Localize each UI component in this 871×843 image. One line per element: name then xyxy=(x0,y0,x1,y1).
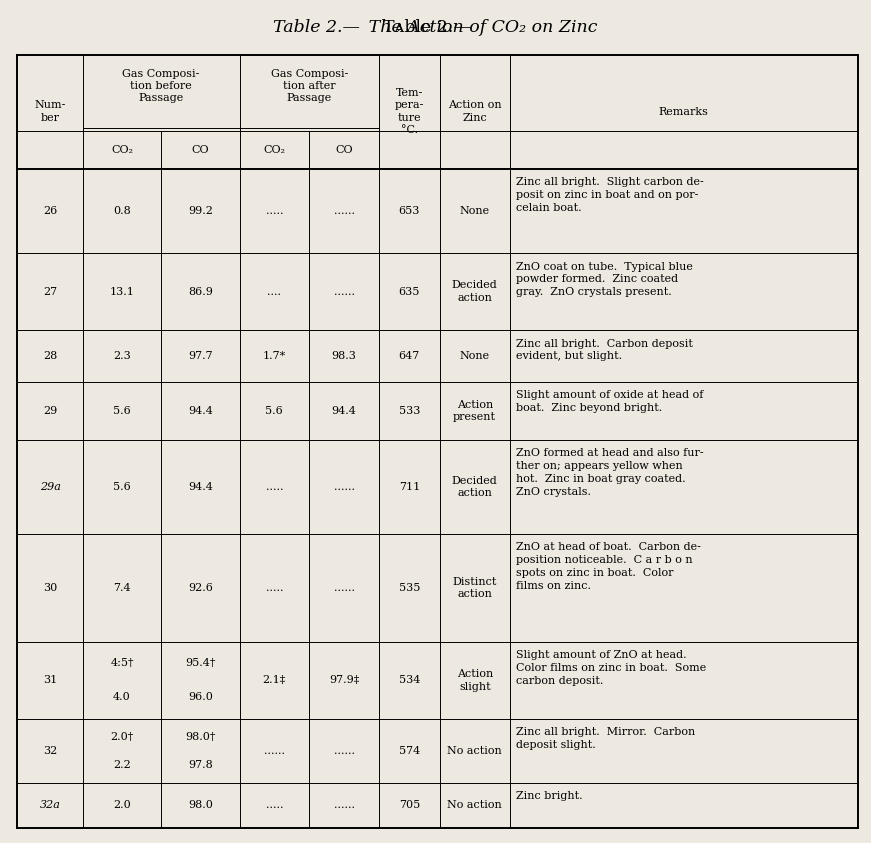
Text: Slight amount of ZnO at head.
Color films on zinc in boat.  Some
carbon deposit.: Slight amount of ZnO at head. Color film… xyxy=(516,650,706,686)
Text: ZnO coat on tube.  Typical blue
powder formed.  Zinc coated
gray.  ZnO crystals : ZnO coat on tube. Typical blue powder fo… xyxy=(516,261,692,297)
Text: 98.3: 98.3 xyxy=(332,351,356,361)
Text: 97.9‡: 97.9‡ xyxy=(329,675,359,685)
Text: Action
slight: Action slight xyxy=(456,669,493,691)
Text: 95.4†: 95.4† xyxy=(186,658,215,668)
Text: Gas Composi-
tion before
Passage: Gas Composi- tion before Passage xyxy=(123,68,199,104)
Text: Zinc all bright.  Slight carbon de-
posit on zinc in boat and on por-
celain boa: Zinc all bright. Slight carbon de- posit… xyxy=(516,177,704,212)
Text: Decided
action: Decided action xyxy=(452,475,497,498)
Text: Tem-
pera-
ture
°C.: Tem- pera- ture °C. xyxy=(395,89,424,135)
Text: ......: ...... xyxy=(334,583,354,593)
Text: 97.8: 97.8 xyxy=(188,760,213,770)
Text: 29a: 29a xyxy=(40,482,60,492)
Text: 92.6: 92.6 xyxy=(188,583,213,593)
Text: 5.6: 5.6 xyxy=(113,405,131,416)
Text: CO: CO xyxy=(335,145,353,154)
Text: 705: 705 xyxy=(399,800,420,810)
Text: ......: ...... xyxy=(334,800,354,810)
Text: 30: 30 xyxy=(43,583,57,593)
Text: 13.1: 13.1 xyxy=(110,287,134,297)
Text: 32a: 32a xyxy=(40,800,60,810)
Text: 2.0†: 2.0† xyxy=(111,732,133,742)
Text: 96.0: 96.0 xyxy=(188,692,213,702)
Text: ......: ...... xyxy=(264,746,285,756)
Text: Num-
ber: Num- ber xyxy=(34,100,66,123)
Text: 94.4: 94.4 xyxy=(188,482,213,492)
Text: 4.0: 4.0 xyxy=(113,692,131,702)
Text: 653: 653 xyxy=(399,206,420,216)
Text: Zinc bright.: Zinc bright. xyxy=(516,792,582,801)
Text: ......: ...... xyxy=(334,482,354,492)
Text: 99.2: 99.2 xyxy=(188,206,213,216)
Text: Distinct
action: Distinct action xyxy=(453,577,496,599)
Text: CO: CO xyxy=(192,145,209,154)
Text: No action: No action xyxy=(448,800,502,810)
Text: ZnO formed at head and also fur-
ther on; appears yellow when
hot.  Zinc in boat: ZnO formed at head and also fur- ther on… xyxy=(516,448,703,497)
Text: Table 2.— The Action of CO₂ on Zinc: Table 2.— The Action of CO₂ on Zinc xyxy=(273,19,598,35)
Text: 94.4: 94.4 xyxy=(188,405,213,416)
Text: 26: 26 xyxy=(43,206,57,216)
Text: 1.7*: 1.7* xyxy=(263,351,286,361)
Text: Action
present: Action present xyxy=(453,400,496,422)
Text: 2.1‡: 2.1‡ xyxy=(263,675,286,685)
Text: 533: 533 xyxy=(399,405,420,416)
Text: 29: 29 xyxy=(43,405,57,416)
Text: 574: 574 xyxy=(399,746,420,756)
Text: 98.0: 98.0 xyxy=(188,800,213,810)
Text: 4:5†: 4:5† xyxy=(111,658,133,668)
Text: Slight amount of oxide at head of
boat.  Zinc beyond bright.: Slight amount of oxide at head of boat. … xyxy=(516,390,703,413)
Text: 2.3: 2.3 xyxy=(113,351,131,361)
Text: ....: .... xyxy=(267,287,281,297)
Text: 5.6: 5.6 xyxy=(266,405,283,416)
Text: 711: 711 xyxy=(399,482,420,492)
Text: 86.9: 86.9 xyxy=(188,287,213,297)
Text: Remarks: Remarks xyxy=(658,107,709,116)
Text: .....: ..... xyxy=(266,206,283,216)
Text: .....: ..... xyxy=(266,482,283,492)
Text: Zinc all bright.  Mirror.  Carbon
deposit slight.: Zinc all bright. Mirror. Carbon deposit … xyxy=(516,728,695,750)
Text: Zinc all bright.  Carbon deposit
evident, but slight.: Zinc all bright. Carbon deposit evident,… xyxy=(516,339,692,362)
Text: 32: 32 xyxy=(43,746,57,756)
Text: 27: 27 xyxy=(43,287,57,297)
Text: 5.6: 5.6 xyxy=(113,482,131,492)
Text: No action: No action xyxy=(448,746,502,756)
Text: 2.2: 2.2 xyxy=(113,760,131,770)
Text: Decided
action: Decided action xyxy=(452,281,497,303)
Text: CO₂: CO₂ xyxy=(111,145,133,154)
Text: .....: ..... xyxy=(266,800,283,810)
Text: None: None xyxy=(460,351,490,361)
Text: 2.0: 2.0 xyxy=(113,800,131,810)
Text: 7.4: 7.4 xyxy=(113,583,131,593)
Text: 97.7: 97.7 xyxy=(188,351,213,361)
Text: CO₂: CO₂ xyxy=(263,145,286,154)
Text: ......: ...... xyxy=(334,746,354,756)
Text: 98.0†: 98.0† xyxy=(186,732,215,742)
Text: Gas Composi-
tion after
Passage: Gas Composi- tion after Passage xyxy=(271,68,348,104)
Text: 31: 31 xyxy=(43,675,57,685)
Text: .....: ..... xyxy=(266,583,283,593)
Text: Action on
Zinc: Action on Zinc xyxy=(448,100,502,123)
Text: 0.8: 0.8 xyxy=(113,206,131,216)
Text: 635: 635 xyxy=(399,287,420,297)
Text: 534: 534 xyxy=(399,675,420,685)
Text: Tᴀble 2.—: Tᴀble 2.— xyxy=(383,19,488,35)
Text: ZnO at head of boat.  Carbon de-
position noticeable.  C a r b o n
spots on zinc: ZnO at head of boat. Carbon de- position… xyxy=(516,542,700,591)
Text: ......: ...... xyxy=(334,206,354,216)
Text: 535: 535 xyxy=(399,583,420,593)
Text: None: None xyxy=(460,206,490,216)
Text: 647: 647 xyxy=(399,351,420,361)
Text: 28: 28 xyxy=(43,351,57,361)
Text: ......: ...... xyxy=(334,287,354,297)
Text: 94.4: 94.4 xyxy=(332,405,356,416)
